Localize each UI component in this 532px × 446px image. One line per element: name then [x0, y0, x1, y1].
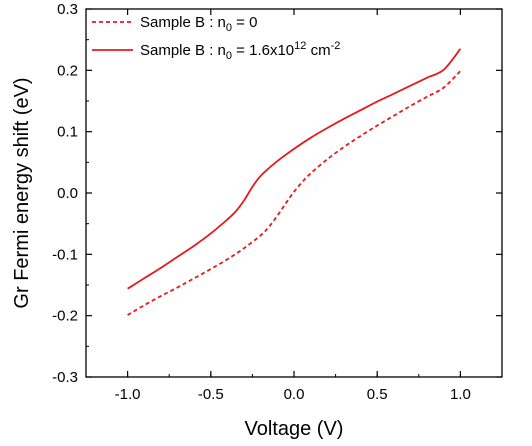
- y-tick-label: 0.1: [57, 124, 78, 141]
- series-line-2: [127, 48, 462, 290]
- plot-frame: [85, 8, 503, 378]
- series-line-1: [127, 70, 462, 316]
- x-axis-title: Voltage (V): [245, 418, 344, 440]
- ticks: -1.0 -0.5 0.0 0.5 1.0 -0.3 -0.2 -0.1 0.0 0.1 0.2 0.…: [52, 1, 503, 403]
- x-tick-label: 0.0: [284, 386, 305, 403]
- legend-label-series-2: Sample B : n0 = 1.6x1012 cm-2: [140, 40, 340, 62]
- x-tick-label: 1.0: [450, 386, 471, 403]
- y-tick-label: 0.3: [57, 1, 78, 18]
- x-tick-label: -1.0: [115, 386, 141, 403]
- series-layer: [127, 48, 462, 316]
- y-tick-label: 0.2: [57, 62, 78, 79]
- y-tick-label: -0.3: [52, 369, 78, 386]
- x-tick-label: -0.5: [198, 386, 224, 403]
- y-tick-label: 0.0: [57, 185, 78, 202]
- y-tick-label: -0.2: [52, 308, 78, 325]
- x-tick-label: 0.5: [367, 386, 388, 403]
- y-axis-title: Gr Fermi energy shift (eV): [11, 77, 33, 308]
- y-tick-label: -0.1: [52, 246, 78, 263]
- legend-label-series-1: Sample B : n0 = 0: [140, 14, 257, 34]
- legend: Sample B : n0 = 0 Sample B : n0 = 1.6x10…: [92, 14, 340, 62]
